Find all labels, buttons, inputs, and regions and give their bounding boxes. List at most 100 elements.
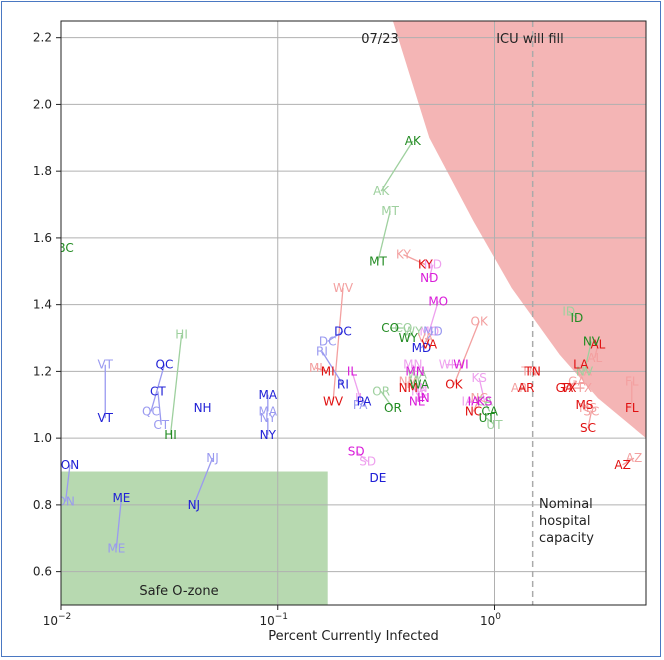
state-current-label: CT — [150, 384, 166, 398]
state-previous-label: TX — [576, 381, 593, 395]
state-current-label: IN — [417, 391, 430, 405]
state-previous-label: RI — [316, 344, 328, 358]
y-tick-label: 1.8 — [33, 164, 52, 178]
state-previous-label: MD — [423, 324, 443, 338]
state-previous-label: WA — [408, 368, 428, 382]
x-tick-base: 10 — [259, 614, 274, 628]
state-current-label: WI — [453, 358, 468, 372]
state-previous-label: IN — [415, 381, 428, 395]
state-trajectory-line — [420, 387, 425, 399]
state-trajectory-line — [486, 417, 495, 426]
state-previous-label: MI — [309, 361, 323, 375]
state-current-label: LA — [573, 358, 589, 372]
state-trajectory-line — [416, 374, 420, 385]
state-previous-label: IA — [462, 394, 475, 408]
state-previous-label: CT — [153, 418, 169, 432]
state-current-label: WV — [323, 394, 344, 408]
state-previous-label: KS — [471, 371, 487, 385]
state-previous-label: WV — [333, 281, 354, 295]
state-previous-label: CO — [395, 321, 413, 335]
y-tick-label: 2.0 — [33, 97, 52, 111]
state-current-label: NJ — [188, 498, 201, 512]
state-trajectory-line — [484, 401, 491, 412]
state-previous-label: IL — [355, 391, 366, 405]
state-trajectory-line — [150, 364, 166, 412]
state-previous-label: DC — [319, 334, 337, 348]
state-previous-label: OK — [471, 314, 489, 328]
state-current-label: UT — [479, 411, 496, 425]
state-trajectory-line — [380, 140, 414, 192]
state-previous-label: WI — [439, 358, 454, 372]
state-current-label: DC — [334, 324, 352, 338]
state-trajectory-line — [407, 330, 414, 339]
state-trajectory-line — [355, 451, 369, 462]
state-previous-label: GA — [568, 374, 586, 388]
state-current-label: NC — [465, 404, 482, 418]
state-trajectory-line — [327, 330, 344, 342]
state-previous-label: KY — [396, 248, 411, 262]
state-current-label: MD — [412, 341, 432, 355]
state-trajectory-line — [321, 351, 344, 386]
state-previous-label: DE — [370, 471, 387, 485]
state-trajectory-line — [169, 334, 183, 435]
state-trajectory-line — [420, 330, 434, 349]
state-current-label: KS — [477, 394, 493, 408]
y-tick-label: 1.0 — [33, 431, 52, 445]
state-previous-label: SD — [359, 455, 376, 469]
state-current-label: CO — [381, 321, 399, 335]
y-tick-label: 1.4 — [33, 298, 52, 312]
state-trajectory-line — [403, 254, 426, 266]
x-tick-label: 10−2 — [43, 612, 72, 628]
state-current-label: NE — [409, 394, 426, 408]
x-tick-base: 10 — [480, 614, 495, 628]
state-previous-label: AK — [373, 184, 390, 198]
x-tick-exponent: −2 — [58, 612, 71, 622]
state-previous-label: QC — [142, 404, 160, 418]
state-current-label: NH — [194, 401, 212, 415]
state-trajectory-line — [380, 391, 394, 409]
state-trajectory-line — [622, 457, 635, 466]
state-current-label: QC — [156, 358, 174, 372]
state-current-label: GA — [556, 381, 574, 395]
hospital-capacity-annotation: capacity — [539, 531, 594, 546]
state-current-label: CA — [481, 404, 498, 418]
state-previous-label: MO — [419, 324, 439, 338]
state-current-label: ON — [61, 458, 79, 472]
state-trajectory-line — [115, 498, 123, 549]
state-current-label: MS — [575, 398, 593, 412]
y-tick-label: 0.8 — [33, 498, 52, 512]
state-current-label: RI — [337, 378, 349, 392]
state-previous-label: ID — [562, 304, 575, 318]
state-trajectory-line — [193, 457, 214, 506]
state-previous-label: FL — [625, 374, 639, 388]
x-tick-exponent: 0 — [495, 612, 501, 622]
y-tick-label: 2.2 — [33, 31, 52, 45]
state-previous-label: CA — [476, 394, 493, 408]
state-trajectory-line — [568, 310, 578, 319]
state-trajectory-line — [472, 397, 480, 412]
state-current-label: SC — [580, 421, 596, 435]
state-previous-label: AZ — [626, 451, 642, 465]
x-tick-label: 10−1 — [259, 612, 288, 628]
chart-title: 07/23 — [361, 32, 398, 47]
state-previous-label: MS — [579, 401, 597, 415]
state-markers: AKMTKYNDMOOKWVCOWYDCMDVAMIRIILPAORMNNMWA… — [61, 134, 642, 555]
state-current-label: ID — [571, 311, 584, 325]
state-trajectory-line — [377, 211, 391, 262]
hospital-capacity-annotation: Nominal — [539, 497, 593, 512]
state-previous-label: NJ — [206, 451, 219, 465]
state-previous-label: MT — [381, 204, 399, 218]
state-current-label: OK — [445, 378, 463, 392]
state-trajectory-line — [332, 287, 344, 402]
state-previous-label: NM — [399, 374, 418, 388]
state-previous-label: VT — [97, 358, 113, 372]
state-previous-label: LA — [577, 364, 593, 378]
safe-zone-annotation: Safe O-zone — [139, 584, 218, 599]
state-current-label: IL — [347, 364, 358, 378]
state-trajectory-line — [428, 301, 439, 332]
state-previous-label: MN — [403, 358, 422, 372]
state-trajectory-line — [351, 371, 361, 399]
state-current-label: AR — [518, 381, 535, 395]
